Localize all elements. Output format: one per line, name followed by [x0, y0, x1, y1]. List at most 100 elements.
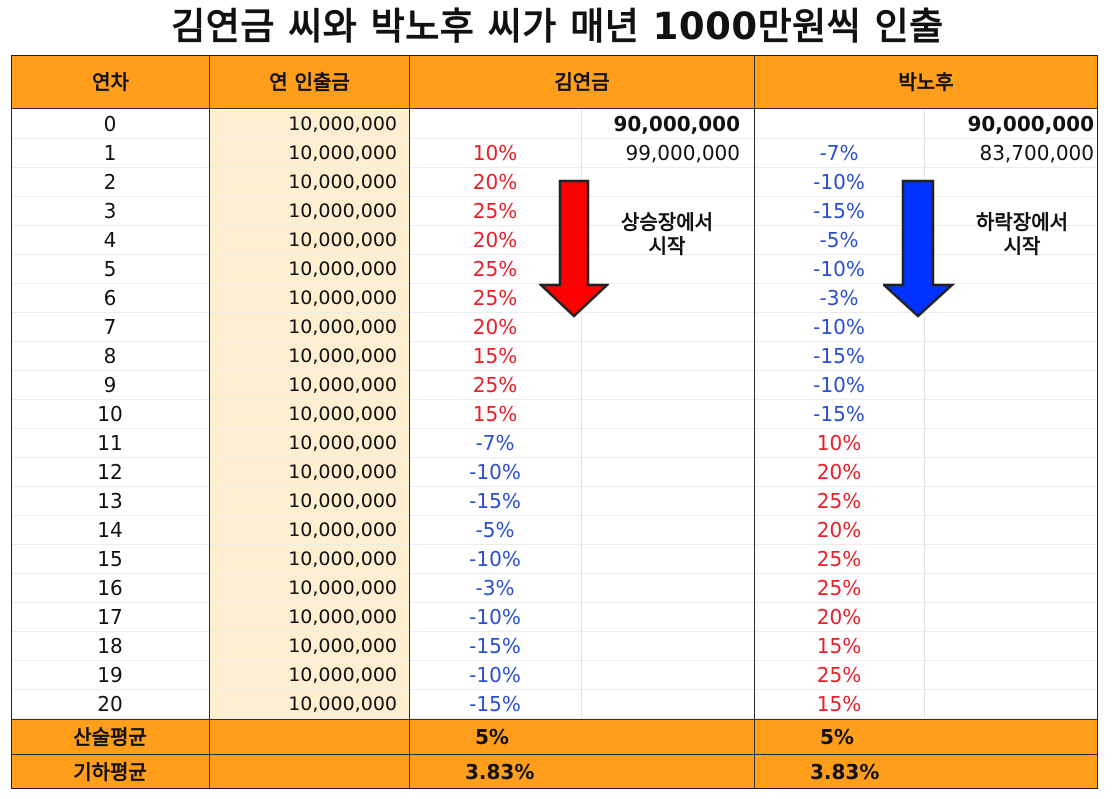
kim-rate-cell: 15% [472, 402, 518, 426]
withdrawal-cell: 10,000,000 [209, 545, 409, 574]
table-row: 11 10,000,000 -7% 10% [11, 429, 1098, 458]
year-cell: 0 [103, 112, 117, 136]
park-balance-cell [924, 632, 1098, 661]
withdrawal-cell: 10,000,000 [209, 574, 409, 603]
kim-rate-cell: 15% [472, 344, 518, 368]
park-rate-cell: -3% [819, 286, 859, 310]
year-cell: 19 [97, 663, 123, 687]
row-divider [11, 544, 1098, 545]
kim-rate-cell: -3% [475, 576, 515, 600]
park-balance-cell [924, 545, 1098, 574]
kim-rate-cell: -15% [469, 489, 521, 513]
row-divider [11, 457, 1098, 458]
row-divider [11, 370, 1098, 371]
kim-annotation-line2: 시작 [648, 234, 686, 258]
park-rate-cell: -5% [819, 228, 859, 252]
row-divider [11, 689, 1098, 690]
kim-rate-cell: -7% [475, 431, 515, 455]
withdrawal-cell: 10,000,000 [209, 139, 409, 168]
table-row: 12 10,000,000 -10% 20% [11, 458, 1098, 487]
year-cell: 15 [97, 547, 123, 571]
year-cell: 12 [97, 460, 123, 484]
row-divider [11, 660, 1098, 661]
kim-balance-cell [581, 371, 754, 400]
kim-rate-cell: -15% [469, 634, 521, 658]
kim-geometric-mean: 3.83% [409, 755, 755, 789]
row-divider [11, 138, 1098, 139]
park-balance-cell [924, 400, 1098, 429]
year-cell: 14 [97, 518, 123, 542]
table-row: 4 10,000,000 20% -5% [11, 226, 1098, 255]
spreadsheet-table: 연차 연 인출금 김연금 박노후 0 10,000,000 90,000,000 90… [11, 55, 1098, 789]
kim-balance-cell: 90,000,000 [613, 112, 740, 136]
year-cell: 3 [103, 199, 117, 223]
summary-empty [209, 720, 410, 754]
kim-rate-cell [409, 110, 581, 139]
park-balance-cell [924, 458, 1098, 487]
withdrawal-cell: 10,000,000 [209, 603, 409, 632]
park-rate-cell: 20% [816, 460, 862, 484]
kim-balance-cell [581, 342, 754, 371]
table-row: 14 10,000,000 -5% 20% [11, 516, 1098, 545]
kim-balance-cell: 99,000,000 [625, 141, 740, 165]
park-rate-cell: -15% [813, 344, 865, 368]
park-rate-cell: -10% [813, 257, 865, 281]
park-rate-cell: 15% [816, 634, 862, 658]
park-balance-cell [924, 574, 1098, 603]
kim-annotation-line1: 상승장에서 [621, 210, 713, 234]
row-divider [11, 254, 1098, 255]
park-rate-cell: 15% [816, 692, 862, 716]
page-title: 김연금 씨와 박노후 씨가 매년 1000만원씩 인출 [171, 5, 944, 48]
withdrawal-cell: 10,000,000 [209, 342, 409, 371]
header-park: 박노후 [754, 55, 1098, 109]
withdrawal-cell: 10,000,000 [209, 661, 409, 690]
kim-balance-cell [581, 603, 754, 632]
table-row: 16 10,000,000 -3% 25% [11, 574, 1098, 603]
year-cell: 7 [103, 315, 117, 339]
table-row: 10 10,000,000 15% -15% [11, 400, 1098, 429]
table-row: 0 10,000,000 90,000,000 90,000,000 [11, 110, 1098, 139]
table-row: 15 10,000,000 -10% 25% [11, 545, 1098, 574]
withdrawal-cell: 10,000,000 [209, 400, 409, 429]
park-balance-cell [924, 603, 1098, 632]
kim-rate-cell: 25% [472, 257, 518, 281]
park-rate-cell: 25% [816, 663, 862, 687]
year-cell: 6 [103, 286, 117, 310]
park-rate-cell: 10% [816, 431, 862, 455]
year-cell: 17 [97, 605, 123, 629]
table-row: 20 10,000,000 -15% 15% [11, 690, 1098, 719]
park-rate-cell: 25% [816, 576, 862, 600]
header-withdrawal: 연 인출금 [209, 55, 410, 109]
kim-rate-cell: -10% [469, 605, 521, 629]
kim-annotation: 상승장에서 시작 [607, 210, 727, 258]
withdrawal-cell: 10,000,000 [209, 371, 409, 400]
withdrawal-cell: 10,000,000 [209, 226, 409, 255]
year-cell: 10 [97, 402, 123, 426]
withdrawal-cell: 10,000,000 [209, 255, 409, 284]
park-rate-cell: -10% [813, 170, 865, 194]
year-cell: 8 [103, 344, 117, 368]
kim-rate-cell: 25% [472, 199, 518, 223]
table-row: 3 10,000,000 25% -15% [11, 197, 1098, 226]
summary-row-arithmetic: 산술평균 5% 5% [11, 719, 1098, 754]
row-divider [11, 602, 1098, 603]
park-rate-cell: -10% [813, 373, 865, 397]
park-annotation-line1: 하락장에서 [976, 210, 1068, 234]
withdrawal-cell: 10,000,000 [209, 458, 409, 487]
kim-balance-cell [581, 516, 754, 545]
down-arrow-red-icon [539, 179, 609, 318]
kim-balance-cell [581, 661, 754, 690]
kim-rate-cell: -15% [469, 692, 521, 716]
park-rate-cell: -7% [819, 141, 859, 165]
table-row: 18 10,000,000 -15% 15% [11, 632, 1098, 661]
park-rate-cell: 25% [816, 547, 862, 571]
kim-rate-cell: 20% [472, 228, 518, 252]
year-cell: 2 [103, 170, 117, 194]
year-cell: 4 [103, 228, 117, 252]
park-rate-cell [754, 110, 924, 139]
withdrawal-cell: 10,000,000 [209, 284, 409, 313]
park-rate-cell: 20% [816, 605, 862, 629]
kim-balance-cell [581, 487, 754, 516]
kim-rate-cell: -10% [469, 547, 521, 571]
table-row: 13 10,000,000 -15% 25% [11, 487, 1098, 516]
